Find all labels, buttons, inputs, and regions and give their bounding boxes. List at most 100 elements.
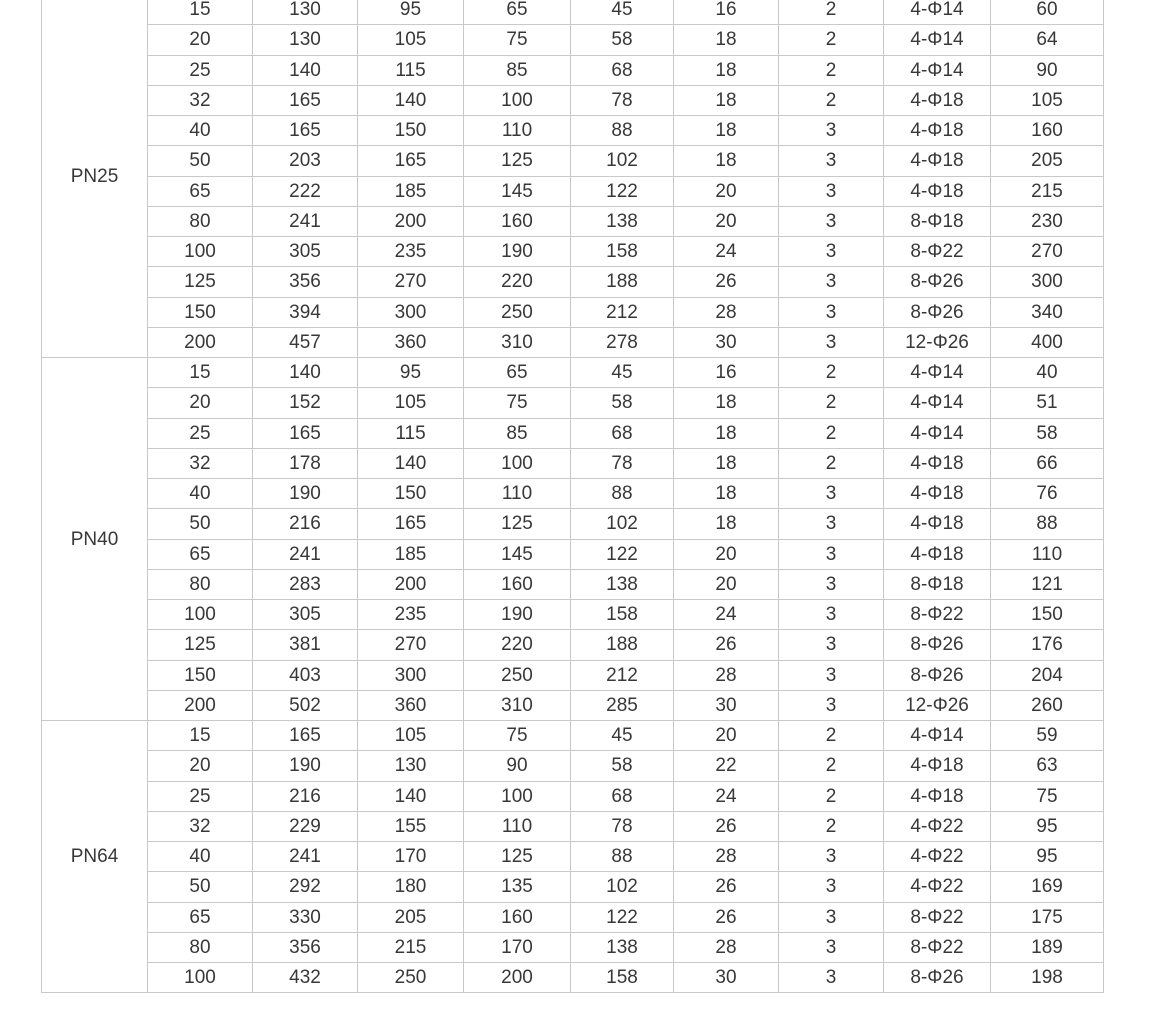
- table-cell: 75: [990, 780, 1104, 812]
- table-row: 32 178 140 100 78 18 2 4-Φ18 66: [42, 447, 1104, 480]
- table-row: 65 330 205 160 122 26 3 8-Φ22 175: [42, 901, 1104, 933]
- flange-spec-table: PN25 15 130 95 65 45 16 2 4-Φ14 60 20 130 105 75 58 18 2…: [41, 0, 1104, 994]
- table-cell: 125: [147, 266, 253, 298]
- table-cell: 85: [463, 417, 571, 449]
- table-cell: 18: [673, 447, 779, 480]
- table-row: 25 165 115 85 68 18 2 4-Φ14 58: [42, 417, 1104, 449]
- table-cell: 4-Φ14: [883, 387, 991, 419]
- table-cell: 150: [357, 477, 464, 510]
- table-row: 40 165 150 110 88 18 3 4-Φ18 160: [42, 114, 1104, 147]
- table-cell: 241: [252, 538, 358, 570]
- table-cell: 64: [990, 24, 1104, 56]
- table-cell: 3: [778, 689, 884, 722]
- table-cell: 80: [147, 931, 253, 964]
- table-cell: 292: [252, 871, 358, 903]
- table-cell: 25: [147, 780, 253, 812]
- table-row: 40 190 150 110 88 18 3 4-Φ18 76: [42, 477, 1104, 510]
- table-cell: 59: [990, 719, 1104, 752]
- table-cell: 2: [778, 447, 884, 480]
- table-cell: 190: [463, 598, 571, 631]
- table-cell: 4-Φ14: [883, 356, 991, 389]
- table-row: 50 292 180 135 102 26 3 4-Φ22 169: [42, 871, 1104, 903]
- table-cell: 360: [357, 689, 464, 722]
- table-cell: 180: [357, 871, 464, 903]
- table-row: 80 356 215 170 138 28 3 8-Φ22 189: [42, 931, 1104, 964]
- table-cell: 165: [252, 417, 358, 449]
- table-cell: 3: [778, 477, 884, 510]
- table-cell: 4-Φ18: [883, 750, 991, 782]
- table-cell: 305: [252, 235, 358, 268]
- table-cell: 3: [778, 145, 884, 177]
- table-cell: 285: [570, 689, 674, 722]
- table-cell: 58: [570, 24, 674, 56]
- table-cell: 3: [778, 326, 884, 359]
- table-cell: 125: [463, 508, 571, 540]
- table-cell: 135: [463, 871, 571, 903]
- table-cell: 3: [778, 538, 884, 570]
- table-cell: 76: [990, 477, 1104, 510]
- pn-group-label: PN64: [41, 719, 148, 994]
- table-row: 125 381 270 220 188 26 3 8-Φ26 176: [42, 629, 1104, 661]
- table-cell: 102: [570, 871, 674, 903]
- table-cell: 260: [990, 689, 1104, 722]
- table-cell: 165: [357, 145, 464, 177]
- table-row: 80 241 200 160 138 20 3 8-Φ18 230: [42, 205, 1104, 238]
- table-cell: 140: [357, 84, 464, 117]
- table-cell: 4-Φ22: [883, 871, 991, 903]
- table-cell: 3: [778, 114, 884, 147]
- table-row: 200 502 360 310 285 30 3 12-Φ26 260: [42, 689, 1104, 722]
- table-cell: 4-Φ18: [883, 447, 991, 480]
- table-cell: 20: [673, 719, 779, 752]
- table-row: PN25 15 130 95 65 45 16 2 4-Φ14 60: [41, 0, 1104, 358]
- table-cell: 4-Φ14: [883, 24, 991, 56]
- table-cell: 26: [673, 629, 779, 661]
- table-cell: 51: [990, 387, 1104, 419]
- table-cell: 8-Φ22: [883, 598, 991, 631]
- table-cell: 188: [570, 266, 674, 298]
- table-cell: 381: [252, 629, 358, 661]
- table-cell: 3: [778, 598, 884, 631]
- table-cell: 32: [147, 447, 253, 480]
- table-cell: 4-Φ18: [883, 175, 991, 207]
- table-row: 50 216 165 125 102 18 3 4-Φ18 88: [42, 508, 1104, 540]
- pn-group-label: PN40: [41, 357, 148, 721]
- table-cell: 125: [147, 629, 253, 661]
- table-row: 65 241 185 145 122 20 3 4-Φ18 110: [42, 538, 1104, 570]
- table-cell: 222: [252, 175, 358, 207]
- table-cell: 30: [673, 689, 779, 722]
- table-cell: 189: [990, 931, 1104, 964]
- table-cell: 205: [990, 145, 1104, 177]
- table-cell: 190: [252, 477, 358, 510]
- table-cell: 160: [463, 901, 571, 933]
- table-cell: 68: [570, 417, 674, 449]
- table-cell: 102: [570, 508, 674, 540]
- table-cell: 28: [673, 840, 779, 873]
- table-cell: 200: [147, 326, 253, 359]
- table-cell: 58: [990, 417, 1104, 449]
- table-cell: 8-Φ22: [883, 931, 991, 964]
- table-cell: 20: [147, 24, 253, 56]
- table-cell: 80: [147, 205, 253, 238]
- table-cell: 403: [252, 659, 358, 691]
- table-cell: 2: [778, 417, 884, 449]
- table-cell: 150: [357, 114, 464, 147]
- table-cell: 65: [463, 0, 571, 26]
- table-cell: 229: [252, 810, 358, 843]
- table-cell: 2: [778, 719, 884, 752]
- table-cell: 18: [673, 508, 779, 540]
- table-cell: 2: [778, 0, 884, 26]
- table-row: 20 152 105 75 58 18 2 4-Φ14 51: [42, 387, 1104, 419]
- table-cell: 241: [252, 840, 358, 873]
- table-cell: 2: [778, 750, 884, 782]
- table-cell: 158: [570, 598, 674, 631]
- table-cell: 50: [147, 871, 253, 903]
- table-cell: 3: [778, 266, 884, 298]
- table-cell: 165: [357, 508, 464, 540]
- table-cell: 66: [990, 447, 1104, 480]
- table-row: 20 130 105 75 58 18 2 4-Φ14 64: [42, 24, 1104, 56]
- table-cell: 8-Φ18: [883, 568, 991, 601]
- table-cell: 3: [778, 235, 884, 268]
- table-row: 100 305 235 190 158 24 3 8-Φ22 270: [42, 235, 1104, 268]
- table-cell: 30: [673, 326, 779, 359]
